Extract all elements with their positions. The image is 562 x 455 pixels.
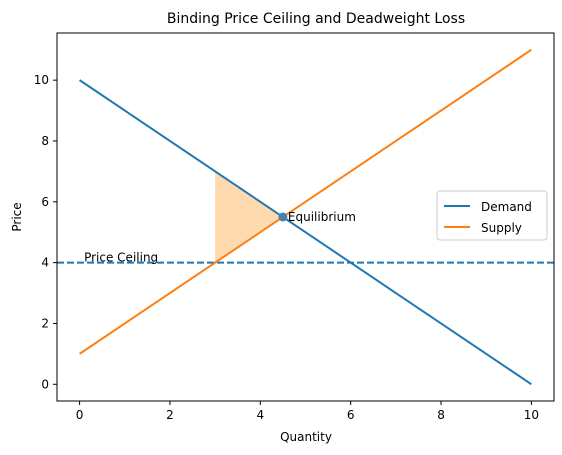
y-tick-label: 6: [41, 195, 49, 209]
x-tick-label: 6: [347, 408, 355, 422]
y-tick-label: 0: [41, 377, 49, 391]
x-axis-label: Quantity: [280, 430, 332, 444]
equilibrium-label: Equilibrium: [288, 210, 356, 224]
legend-label-demand: Demand: [481, 200, 532, 214]
y-tick-label: 4: [41, 256, 49, 270]
y-tick-label: 2: [41, 316, 49, 330]
plot-frame: [56, 32, 555, 402]
x-tick-label: 0: [76, 408, 84, 422]
x-tick-label: 4: [256, 408, 264, 422]
equilibrium-point: [278, 212, 288, 222]
y-tick-label: 8: [41, 134, 49, 148]
price-ceiling-label: Price Ceiling: [84, 251, 158, 265]
x-tick-label: 8: [437, 408, 445, 422]
series-line-supply: [79, 48, 532, 355]
chart-title: Binding Price Ceiling and Deadweight Los…: [167, 11, 465, 27]
y-axis-label: Price: [10, 202, 24, 231]
x-tick-label: 2: [166, 408, 174, 422]
legend-label-supply: Supply: [481, 221, 522, 235]
y-tick-label: 10: [34, 73, 49, 87]
deadweight-loss-area: [215, 171, 283, 263]
x-tick-label: 10: [524, 408, 539, 422]
series-line-demand: [79, 79, 532, 386]
legend: Demand Supply: [436, 190, 548, 241]
